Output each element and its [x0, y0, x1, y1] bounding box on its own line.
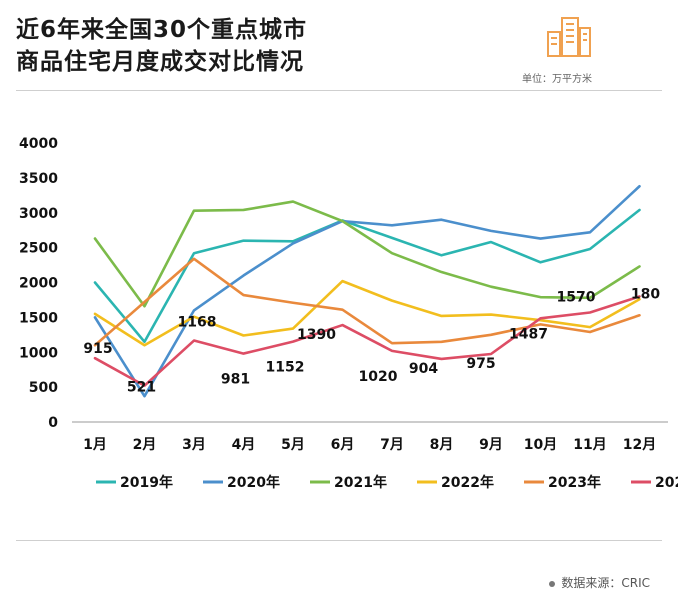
legend-label: 2022年 [441, 474, 494, 491]
data-label: 1168 [178, 315, 217, 331]
x-tick-label: 4月 [232, 437, 256, 453]
x-tick-label: 2月 [133, 437, 157, 453]
x-tick-label: 3月 [182, 437, 206, 453]
series-line-5 [93, 295, 641, 387]
x-tick-label: 7月 [380, 437, 404, 453]
y-tick-label: 2000 [19, 276, 58, 292]
x-tick-label: 6月 [331, 437, 355, 453]
legend-label: 2024年 [655, 474, 678, 491]
y-tick-label: 0 [48, 415, 58, 431]
y-tick-label: 3000 [19, 206, 58, 222]
source-text: 数据来源：CRIC [561, 576, 650, 590]
series-line-3 [93, 279, 641, 347]
x-tick-label: 5月 [281, 437, 305, 453]
y-tick-label: 4000 [19, 136, 58, 152]
title-line-2: 商品住宅月度成交对比情况 [16, 49, 304, 75]
legend-label: 2021年 [334, 474, 387, 491]
title-line-1: 近6年来全国30个重点城市 [16, 17, 308, 43]
buildings-icon [547, 17, 591, 57]
legend-label: 2019年 [120, 474, 173, 491]
data-label: 975 [466, 356, 495, 372]
y-tick-label: 1500 [19, 310, 58, 326]
divider-bottom [16, 540, 662, 541]
bullet-icon [549, 580, 556, 587]
data-label: 1570 [557, 289, 596, 305]
data-label: 1020 [359, 369, 398, 385]
x-tick-label: 10月 [524, 437, 557, 453]
x-tick-label: 1月 [83, 437, 107, 453]
data-label: 904 [409, 361, 438, 377]
y-tick-label: 2500 [19, 241, 58, 257]
series-line-0 [93, 208, 641, 344]
y-tick-label: 1000 [19, 345, 58, 361]
line-chart: 0 500 1000 1500 2000 2500 3000 3500 4000 1月 2月 3月 4月… [19, 136, 678, 491]
y-tick-label: 500 [29, 380, 58, 396]
x-tick-label: 9月 [479, 437, 503, 453]
unit-label: 单位：万平方米 [522, 74, 592, 85]
x-tick-label: 8月 [430, 437, 454, 453]
data-label: 1487 [509, 326, 548, 342]
series-line-1 [93, 184, 641, 398]
data-label: 180 [631, 286, 660, 302]
source-note: 数据来源：CRIC [549, 574, 650, 591]
data-label: 915 [83, 341, 112, 357]
data-label: 521 [127, 380, 156, 396]
x-tick-label: 12月 [623, 437, 656, 453]
y-tick-label: 3500 [19, 171, 58, 187]
series-line-4 [93, 257, 641, 347]
divider-top [16, 90, 662, 91]
legend-label: 2023年 [548, 474, 601, 491]
data-label: 981 [221, 372, 250, 388]
data-label: 1390 [297, 327, 336, 343]
x-tick-label: 11月 [573, 437, 606, 453]
data-label: 1152 [266, 360, 305, 376]
legend-label: 2020年 [227, 474, 280, 491]
series-line-2 [93, 200, 641, 308]
chart-title: 近6年来全国30个重点城市 商品住宅月度成交对比情况 [16, 14, 307, 78]
